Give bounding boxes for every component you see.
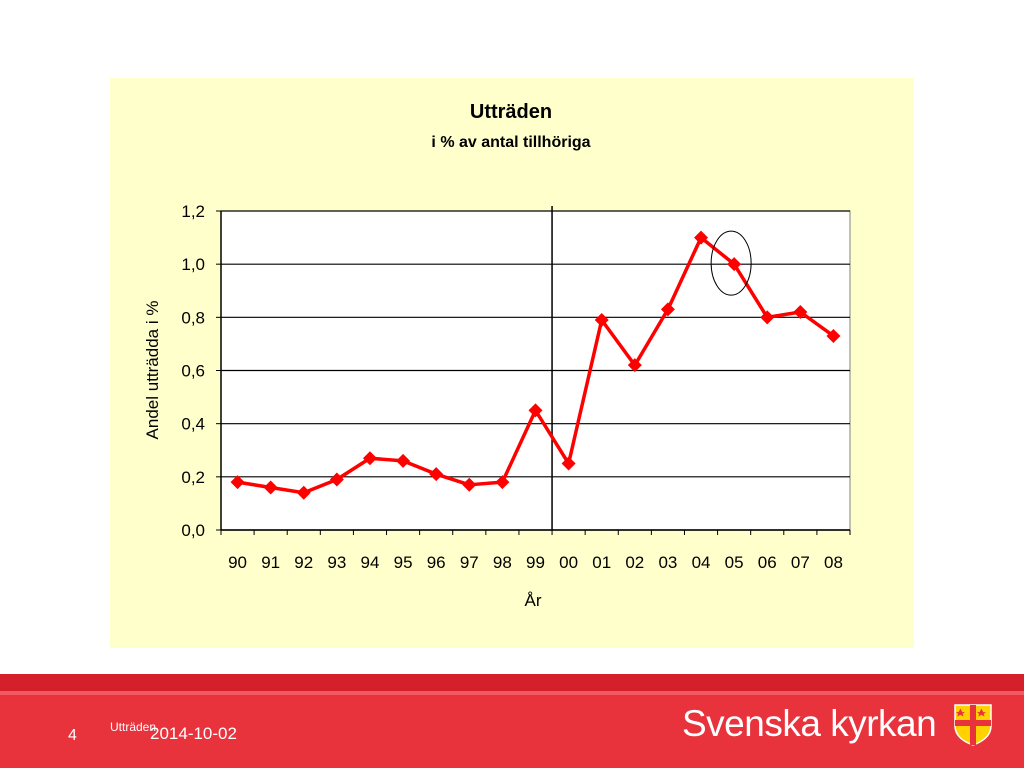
x-tick-label: 08 — [824, 553, 843, 572]
data-point — [793, 305, 808, 320]
data-point — [429, 467, 444, 482]
x-axis-label: År — [525, 591, 542, 610]
footer-caption: Utträden — [110, 720, 157, 734]
data-point — [230, 475, 245, 490]
data-point — [362, 451, 377, 466]
x-tick-label: 96 — [427, 553, 446, 572]
data-point — [462, 477, 477, 492]
y-tick-label: 0,0 — [181, 521, 205, 540]
x-tick-label: 00 — [559, 553, 578, 572]
y-axis-label: Andel utträdda i % — [143, 301, 162, 440]
data-point — [760, 310, 775, 325]
chart-title: Utträden — [470, 101, 552, 123]
data-point — [627, 358, 642, 373]
line-chart: Utträden i % av antal tillhöriga 0,0 0,2 0… — [143, 101, 851, 610]
x-tick-label: 92 — [294, 553, 313, 572]
data-point — [660, 302, 675, 317]
footer-edge — [0, 691, 1024, 695]
data-point — [263, 480, 278, 495]
data-point — [528, 403, 543, 418]
x-tick-label: 04 — [692, 553, 711, 572]
x-tick-label: 05 — [725, 553, 744, 572]
brand-name: Svenska kyrkan — [682, 703, 937, 744]
footer-date: 2014-10-02 — [150, 724, 237, 743]
y-tick-label: 0,6 — [181, 362, 205, 381]
x-tick-label: 97 — [460, 553, 479, 572]
x-tick-label: 03 — [658, 553, 677, 572]
chart-panel: Utträden i % av antal tillhöriga 0,0 0,2 0… — [110, 78, 914, 648]
x-tick-label: 07 — [791, 553, 810, 572]
x-tick-label: 02 — [625, 553, 644, 572]
data-point — [495, 475, 510, 490]
footer-stripe — [0, 674, 1024, 691]
x-tick-label: 95 — [394, 553, 413, 572]
x-tick-label: 90 — [228, 553, 247, 572]
y-tick-label: 1,0 — [181, 255, 205, 274]
data-point — [329, 472, 344, 487]
data-point — [727, 257, 742, 272]
data-point — [296, 485, 311, 500]
data-point — [694, 230, 709, 245]
x-tick-label: 06 — [758, 553, 777, 572]
y-tick-label: 0,4 — [181, 415, 205, 434]
x-tick-label: 99 — [526, 553, 545, 572]
y-tick-label: 0,2 — [181, 468, 205, 487]
church-logo-icon — [954, 704, 992, 746]
x-tick-label: 98 — [493, 553, 512, 572]
chart-subtitle: i % av antal tillhöriga — [431, 134, 590, 151]
y-tick-label: 0,8 — [181, 308, 205, 327]
data-point — [594, 312, 609, 327]
x-tick-label: 01 — [592, 553, 611, 572]
x-tick-label: 93 — [327, 553, 346, 572]
data-point — [826, 328, 841, 343]
y-tick-label: 1,2 — [181, 202, 205, 221]
data-point — [396, 453, 411, 468]
data-point — [561, 456, 576, 471]
x-tick-label: 91 — [261, 553, 280, 572]
slide-number: 4 — [68, 727, 77, 744]
highlight-ellipse — [710, 230, 752, 296]
x-tick-label: 94 — [361, 553, 380, 572]
